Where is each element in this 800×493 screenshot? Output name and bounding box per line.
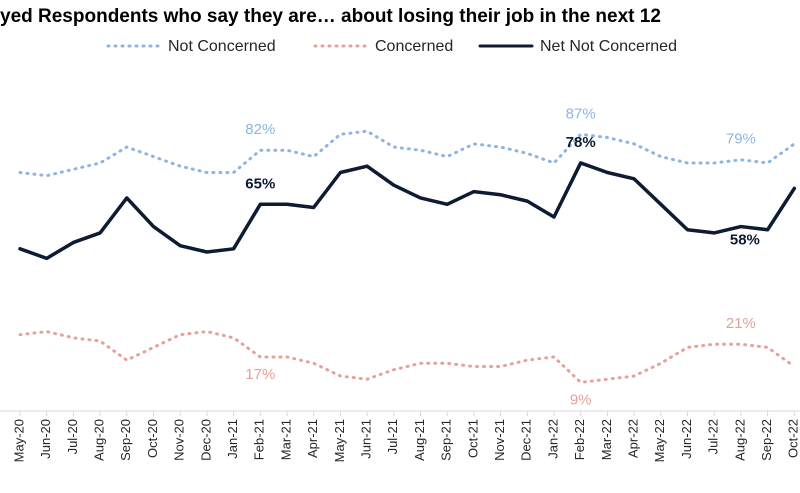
x-tick-label: Dec-20 <box>198 419 213 461</box>
x-tick-label: Jul-20 <box>65 419 80 454</box>
data-label: 9% <box>570 391 592 408</box>
x-tick-label: Sep-20 <box>118 419 133 461</box>
x-tick-label: Aug-22 <box>732 419 747 461</box>
x-tick-label: Aug-20 <box>92 419 107 461</box>
x-tick-label: Oct-21 <box>465 419 480 458</box>
series-line <box>18 161 797 261</box>
data-label: 65% <box>245 175 275 192</box>
x-tick-label: May-22 <box>652 419 667 462</box>
x-tick-label: Feb-21 <box>252 419 267 460</box>
data-label: 79% <box>726 131 756 148</box>
x-tick-label: May-21 <box>332 419 347 462</box>
legend-label: Concerned <box>375 38 453 55</box>
x-tick-label: Dec-21 <box>519 419 534 461</box>
data-label: 87% <box>566 105 596 122</box>
series-line <box>18 330 796 384</box>
x-tick-label: Jan-22 <box>545 419 560 459</box>
x-tick-label: Jul-21 <box>385 419 400 454</box>
x-tick-label: Sep-22 <box>759 419 774 461</box>
data-label: 58% <box>730 232 760 249</box>
x-tick-label: May-20 <box>11 419 26 462</box>
x-tick-label: Aug-21 <box>412 419 427 461</box>
x-tick-label: Jun-22 <box>679 419 694 459</box>
series-line <box>18 129 796 178</box>
x-tick-label: Feb-22 <box>572 419 587 460</box>
x-tick-label: Jul-22 <box>706 419 721 454</box>
x-tick-label: Nov-21 <box>492 419 507 461</box>
x-tick-label: Nov-20 <box>172 419 187 461</box>
data-label: 78% <box>566 134 596 151</box>
data-label: 17% <box>245 366 275 383</box>
x-tick-label: Oct-20 <box>145 419 160 458</box>
legend-label: Not Concerned <box>168 38 276 55</box>
x-tick-label: Apr-21 <box>305 419 320 458</box>
x-tick-label: Oct-22 <box>786 419 800 458</box>
x-tick-label: Jun-21 <box>359 419 374 459</box>
x-tick-label: Apr-22 <box>626 419 641 458</box>
legend-label: Net Not Concerned <box>540 38 677 55</box>
x-tick-label: Sep-21 <box>439 419 454 461</box>
x-tick-label: Jan-21 <box>225 419 240 459</box>
x-tick-label: Mar-21 <box>278 419 293 460</box>
x-tick-label: Mar-22 <box>599 419 614 460</box>
x-tick-label: Jun-20 <box>38 419 53 459</box>
chart-title: yed Respondents who say they are… about … <box>0 6 661 27</box>
data-label: 82% <box>245 121 275 138</box>
data-label: 21% <box>726 315 756 332</box>
